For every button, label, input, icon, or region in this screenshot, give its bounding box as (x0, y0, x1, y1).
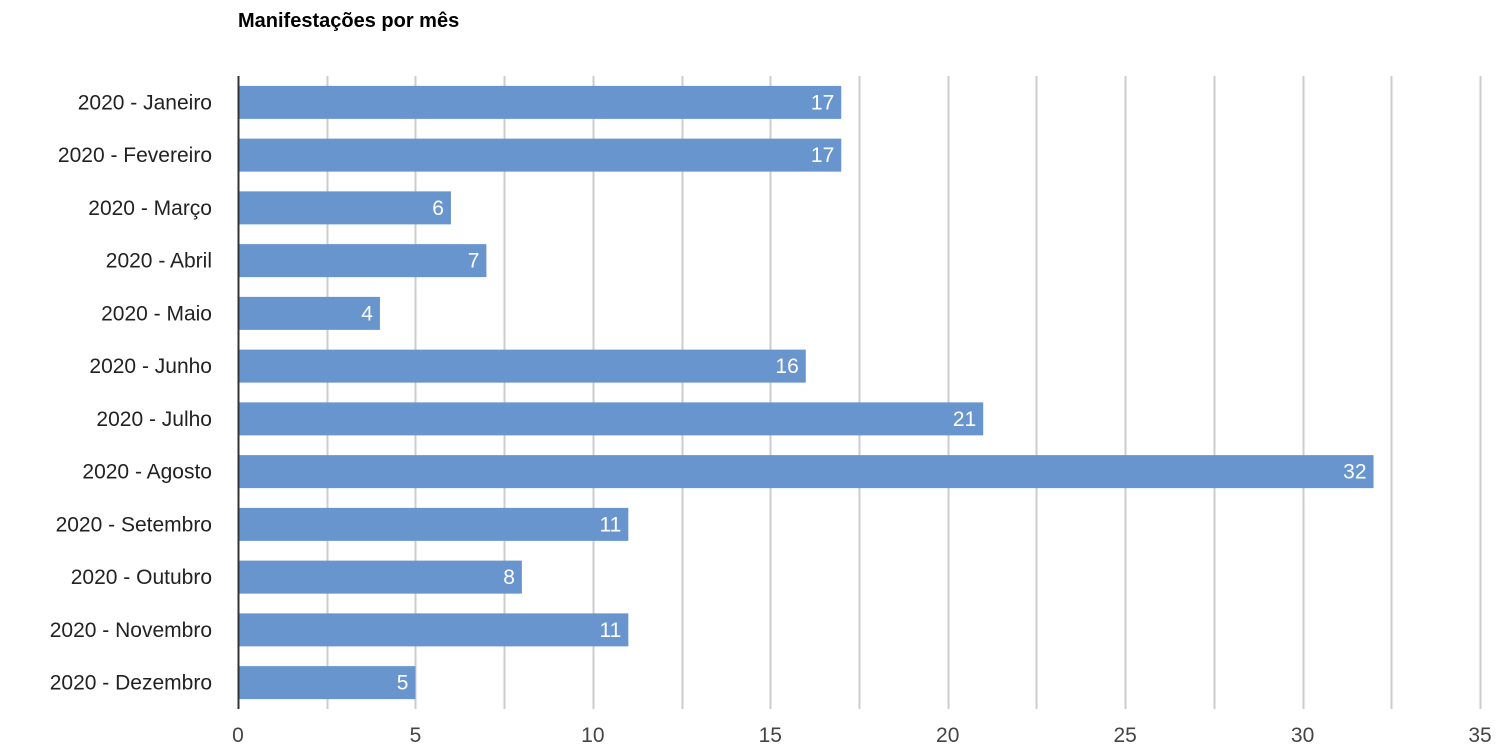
category-label-6: 2020 - Junho (89, 355, 212, 378)
bar-10 (238, 560, 522, 594)
x-tick-label-5: 5 (410, 724, 422, 747)
category-label-3: 2020 - Março (88, 197, 212, 220)
grid-lines (326, 76, 1482, 709)
category-label-8: 2020 - Agosto (82, 461, 212, 484)
data-label-5: 4 (361, 302, 373, 325)
data-label-12: 5 (397, 672, 409, 695)
bars (238, 85, 1374, 700)
data-label-10: 8 (503, 566, 515, 589)
bar-8 (238, 455, 1374, 489)
x-tick-label-15: 15 (759, 724, 782, 747)
category-label-12: 2020 - Dezembro (50, 672, 212, 695)
x-tick-label-20: 20 (936, 724, 959, 747)
bar-7 (238, 402, 984, 436)
data-label-9: 11 (600, 513, 622, 536)
bar-9 (238, 507, 629, 541)
data-label-11: 11 (600, 619, 622, 642)
category-label-4: 2020 - Abril (106, 250, 212, 273)
data-label-4: 7 (468, 250, 480, 273)
category-label-9: 2020 - Setembro (56, 513, 212, 536)
data-label-2: 17 (811, 144, 834, 167)
category-label-1: 2020 - Janeiro (78, 91, 212, 114)
bar-3 (238, 191, 451, 225)
bar-1 (238, 85, 842, 119)
x-tick-label-30: 30 (1291, 724, 1314, 747)
category-label-2: 2020 - Fevereiro (58, 144, 212, 167)
data-label-7: 21 (953, 408, 976, 431)
category-label-11: 2020 - Novembro (50, 619, 212, 642)
chart-title: Manifestações por mês (238, 10, 460, 32)
data-label-1: 17 (811, 91, 834, 114)
category-label-7: 2020 - Julho (96, 408, 212, 431)
category-label-5: 2020 - Maio (101, 302, 212, 325)
x-tick-label-0: 0 (232, 724, 244, 747)
category-label-10: 2020 - Outubro (71, 566, 212, 589)
labels: 0 5 10 15 20 25 30 35 2020 - Janeiro 17 2020 - Fev… (50, 91, 1492, 747)
bar-4 (238, 244, 487, 278)
bar-2 (238, 138, 842, 172)
x-tick-label-25: 25 (1113, 724, 1136, 747)
bar-12 (238, 666, 416, 700)
data-label-6: 16 (775, 355, 798, 378)
x-tick-label-35: 35 (1468, 724, 1491, 747)
data-label-8: 32 (1343, 461, 1366, 484)
bar-5 (238, 296, 380, 330)
bar-6 (238, 349, 806, 383)
x-tick-label-10: 10 (581, 724, 604, 747)
bar-11 (238, 613, 629, 647)
data-label-3: 6 (432, 197, 444, 220)
